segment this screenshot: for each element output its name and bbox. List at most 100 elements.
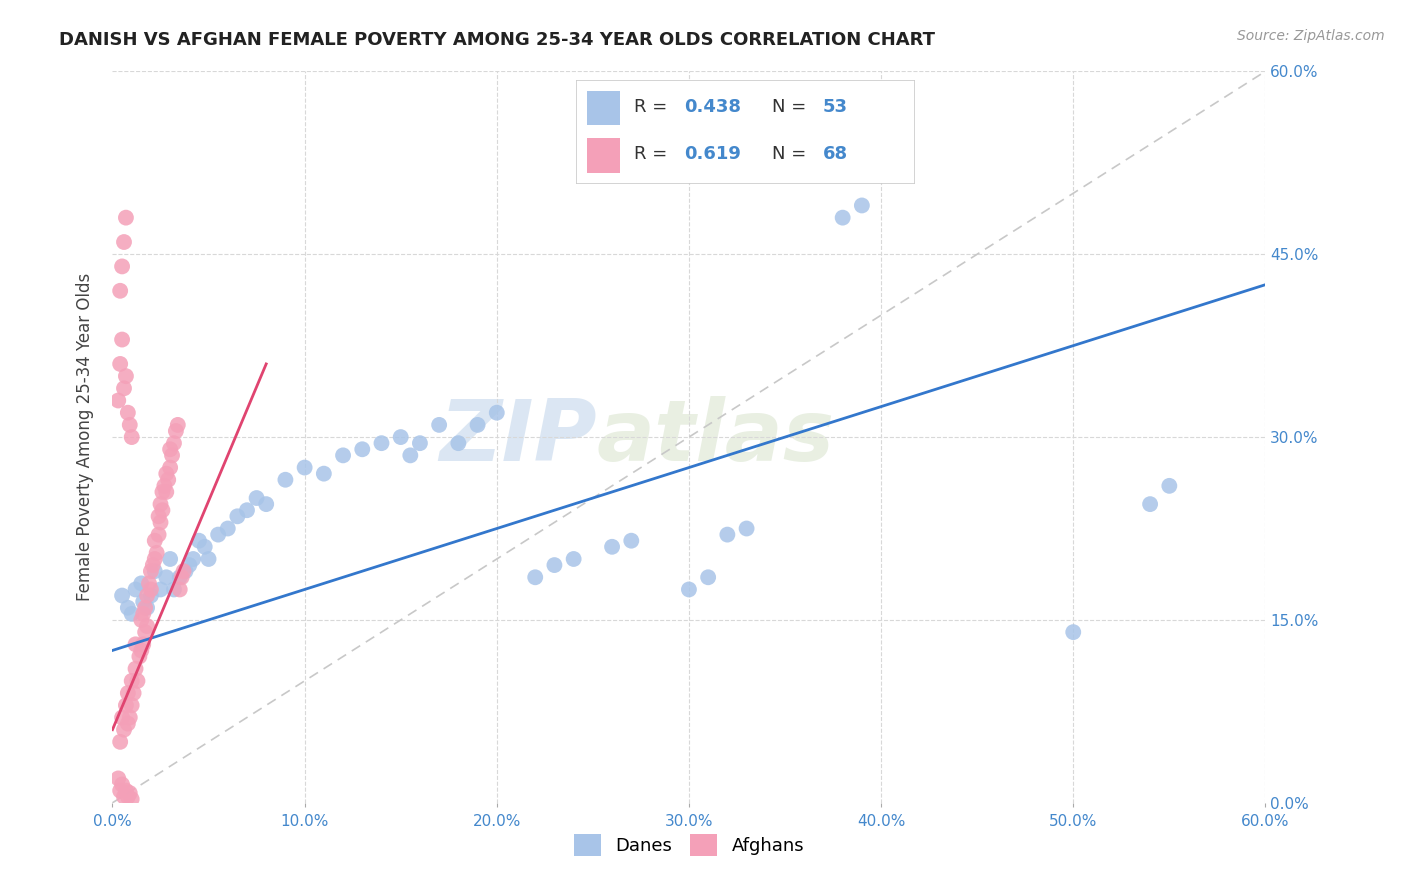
Point xyxy=(163,436,186,450)
Text: N =: N = xyxy=(772,145,813,162)
Point xyxy=(735,521,758,535)
Legend: Danes, Afghans: Danes, Afghans xyxy=(567,827,811,863)
Point xyxy=(129,613,153,627)
Point xyxy=(155,485,177,500)
Point xyxy=(179,558,201,573)
Point xyxy=(122,686,145,700)
Point xyxy=(108,783,131,797)
Text: 0.438: 0.438 xyxy=(685,98,741,117)
Point xyxy=(115,783,138,797)
Point xyxy=(207,527,229,541)
Point xyxy=(124,637,146,651)
Point xyxy=(143,533,166,548)
Text: R =: R = xyxy=(634,98,673,117)
Point xyxy=(142,558,165,573)
Point xyxy=(108,357,131,371)
Point xyxy=(409,436,432,450)
Point xyxy=(524,570,547,584)
Point xyxy=(157,473,180,487)
Point xyxy=(118,786,141,800)
Point xyxy=(117,600,139,615)
Point xyxy=(148,527,170,541)
Point xyxy=(121,792,143,806)
Text: R =: R = xyxy=(634,145,673,162)
Point xyxy=(111,260,134,274)
Point xyxy=(197,552,219,566)
Point xyxy=(143,552,166,566)
Text: 53: 53 xyxy=(823,98,848,117)
Point xyxy=(136,600,159,615)
Point xyxy=(160,449,183,463)
Point xyxy=(217,521,239,535)
Point xyxy=(187,533,211,548)
Point xyxy=(389,430,412,444)
Text: 68: 68 xyxy=(823,145,848,162)
Point xyxy=(169,582,191,597)
Point xyxy=(136,619,159,633)
Point xyxy=(485,406,508,420)
Point xyxy=(166,417,188,432)
Point xyxy=(831,211,853,225)
Point xyxy=(127,673,149,688)
Point xyxy=(169,570,191,584)
Point xyxy=(117,789,139,804)
Point xyxy=(851,198,873,212)
Point xyxy=(173,564,195,578)
Point xyxy=(134,600,156,615)
Point xyxy=(117,406,139,420)
Point xyxy=(170,570,193,584)
Point xyxy=(543,558,565,573)
Point xyxy=(115,211,138,225)
Point xyxy=(138,576,160,591)
Point xyxy=(149,582,172,597)
Point xyxy=(181,552,204,566)
Point xyxy=(111,777,134,792)
Point xyxy=(1062,625,1084,640)
Point xyxy=(124,662,146,676)
Point xyxy=(562,552,585,566)
Point xyxy=(121,430,143,444)
Point xyxy=(155,467,177,481)
Point xyxy=(132,594,155,608)
Point xyxy=(678,582,700,597)
Point xyxy=(118,710,141,724)
Point xyxy=(294,460,316,475)
Point xyxy=(447,436,470,450)
Point xyxy=(159,552,181,566)
Point xyxy=(134,625,156,640)
Point xyxy=(111,710,134,724)
Point xyxy=(159,460,181,475)
Point xyxy=(136,589,159,603)
Point xyxy=(1139,497,1161,511)
Point xyxy=(107,772,129,786)
Point xyxy=(159,442,181,457)
Point xyxy=(112,789,135,804)
Text: ZIP: ZIP xyxy=(439,395,596,479)
Point xyxy=(600,540,623,554)
Point xyxy=(139,589,162,603)
Text: DANISH VS AFGHAN FEMALE POVERTY AMONG 25-34 YEAR OLDS CORRELATION CHART: DANISH VS AFGHAN FEMALE POVERTY AMONG 25… xyxy=(59,31,935,49)
Point xyxy=(145,546,167,560)
Point xyxy=(112,235,135,249)
Point xyxy=(111,333,134,347)
Point xyxy=(129,643,153,657)
Point xyxy=(427,417,450,432)
Point xyxy=(174,564,197,578)
Y-axis label: Female Poverty Among 25-34 Year Olds: Female Poverty Among 25-34 Year Olds xyxy=(76,273,94,601)
Point xyxy=(139,564,162,578)
Text: 0.619: 0.619 xyxy=(685,145,741,162)
Point xyxy=(149,497,172,511)
Point xyxy=(128,649,150,664)
Point xyxy=(108,735,131,749)
Point xyxy=(117,686,139,700)
Point xyxy=(132,607,155,621)
Point xyxy=(118,417,141,432)
Point xyxy=(312,467,335,481)
Point xyxy=(112,381,135,395)
Point xyxy=(165,424,187,438)
Point xyxy=(129,576,153,591)
Text: Source: ZipAtlas.com: Source: ZipAtlas.com xyxy=(1237,29,1385,43)
Point xyxy=(467,417,489,432)
Point xyxy=(143,564,166,578)
Point xyxy=(121,698,143,713)
